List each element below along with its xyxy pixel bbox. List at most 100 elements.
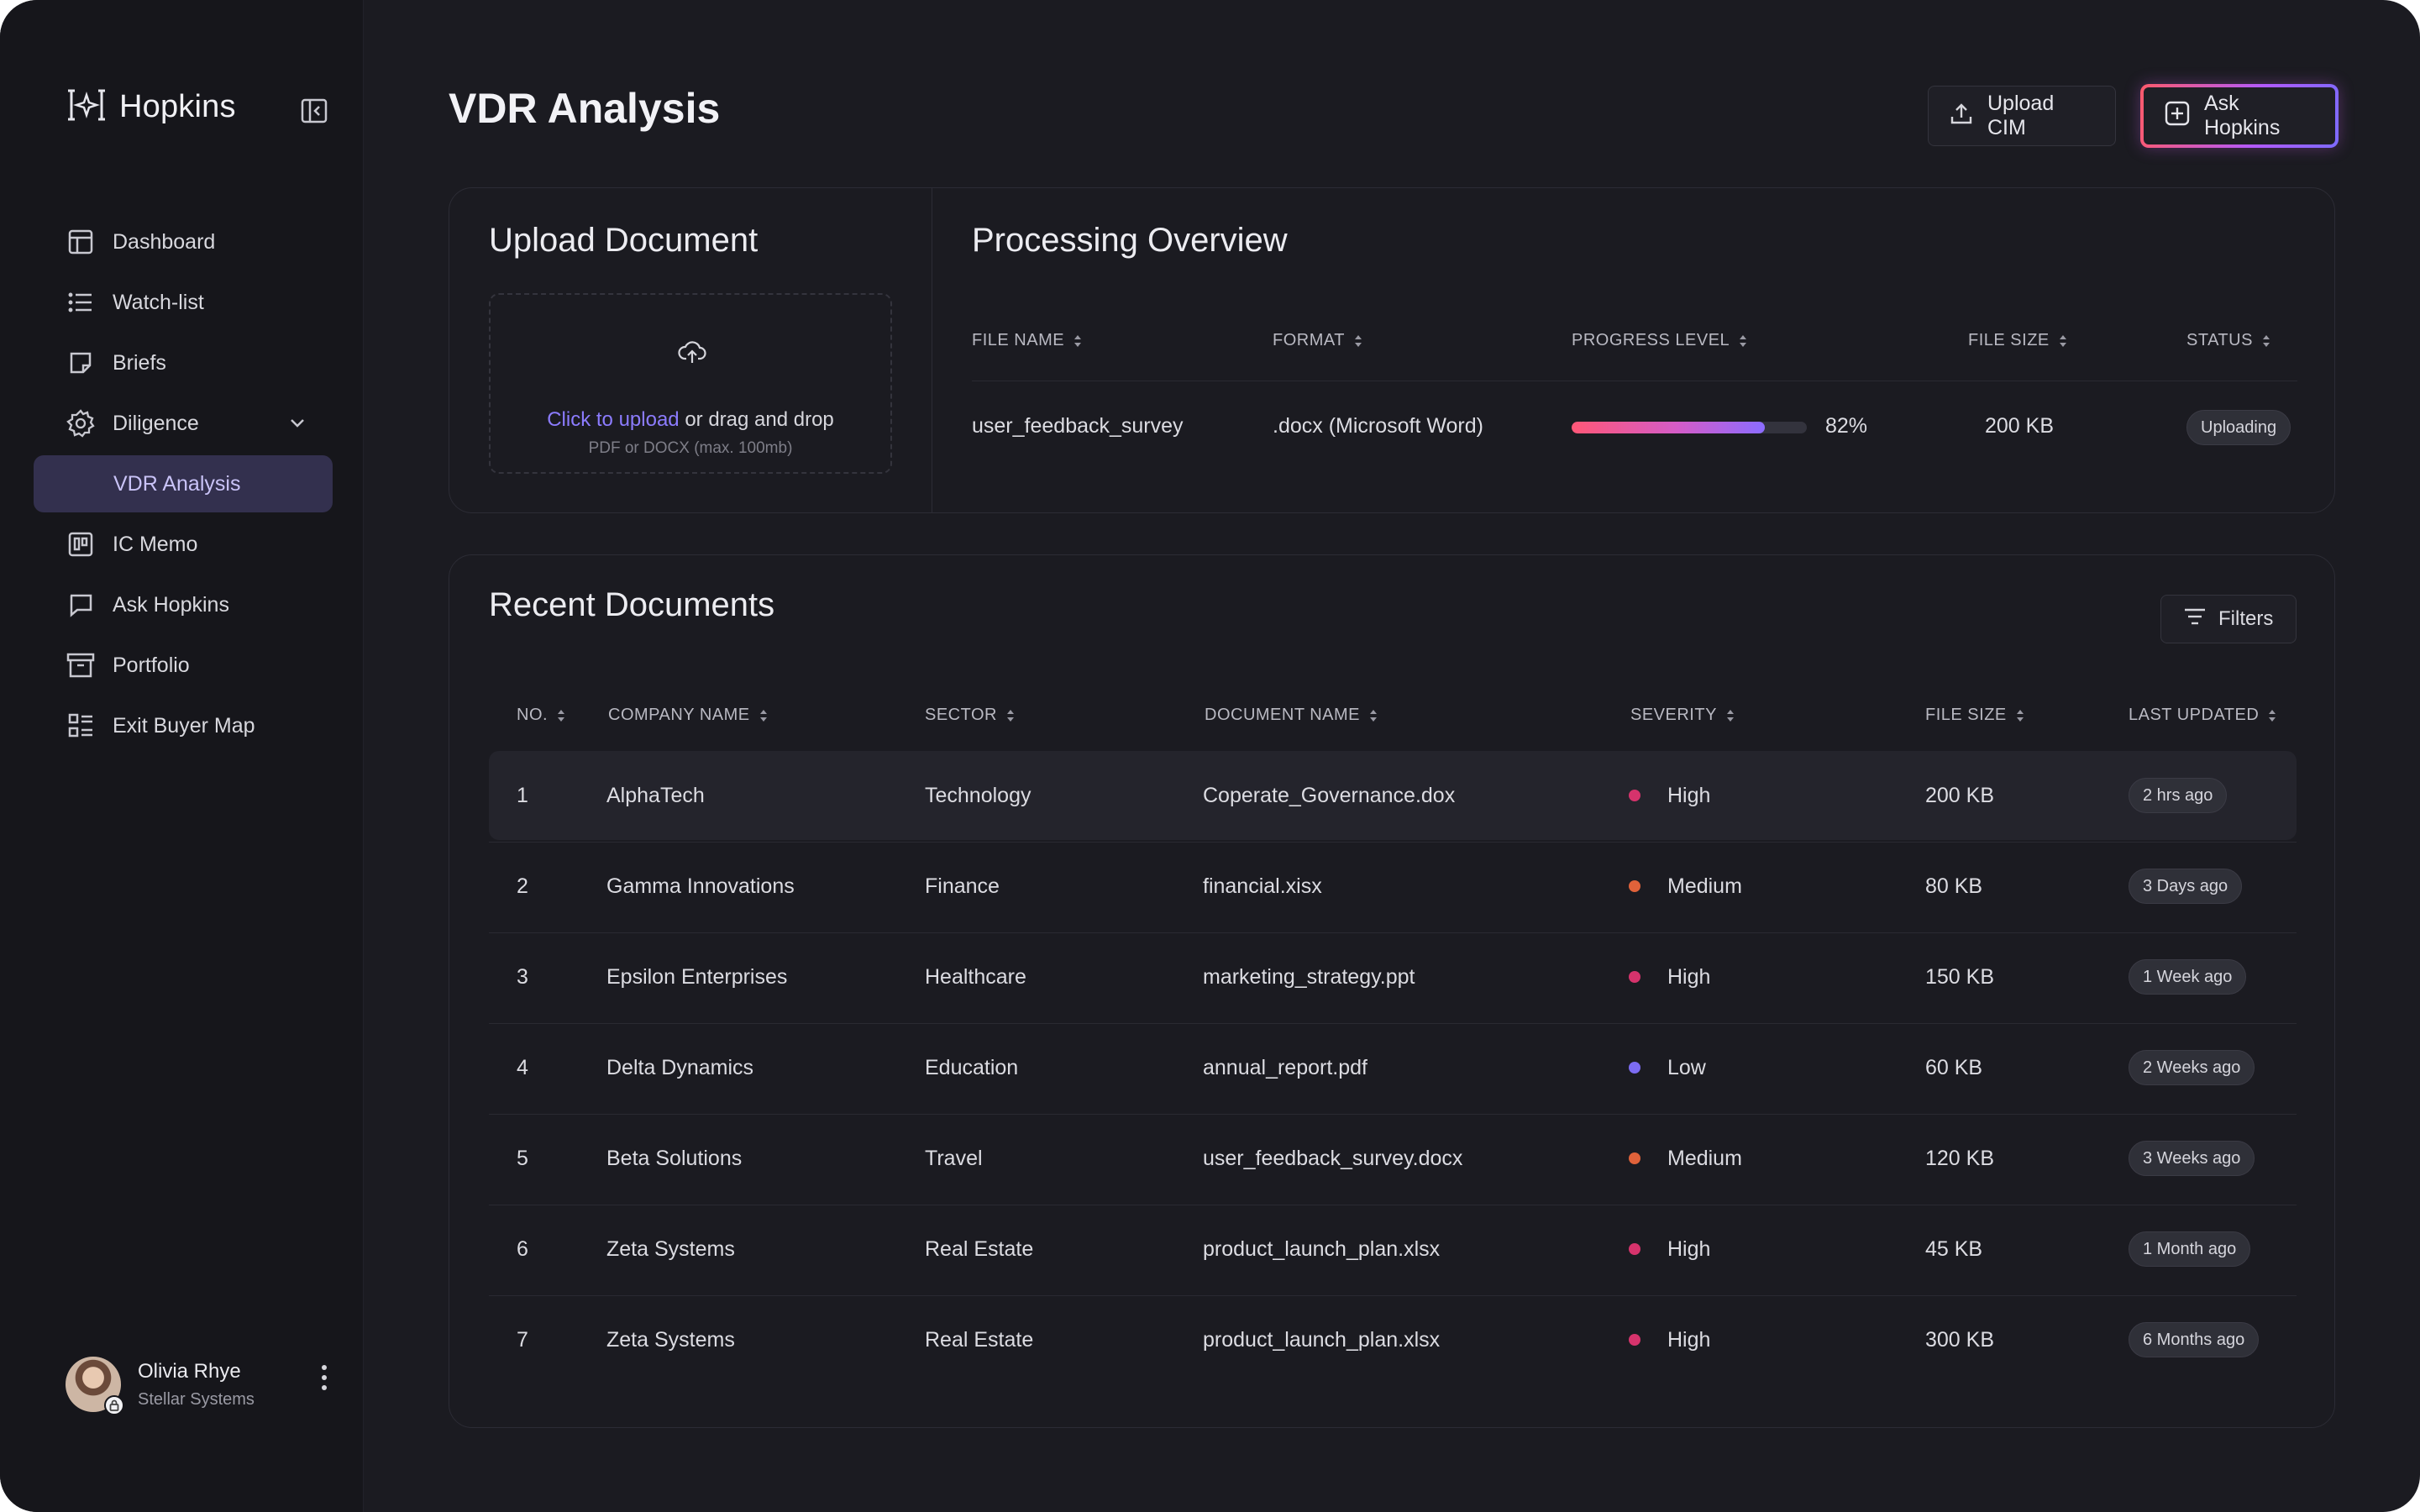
- user-profile[interactable]: Olivia Rhye Stellar Systems: [66, 1356, 334, 1415]
- col-company-name[interactable]: COMPANY NAME: [608, 706, 769, 725]
- sort-icon: [1738, 333, 1748, 349]
- sidebar-item-briefs[interactable]: Briefs: [34, 334, 333, 391]
- sort-icon: [2058, 333, 2068, 349]
- severity-dot: [1629, 1243, 1640, 1255]
- col-label: SECTOR: [925, 706, 997, 724]
- cell-no: 1: [517, 784, 528, 807]
- upload-hint: PDF or DOCX (max. 100mb): [588, 439, 793, 457]
- sidebar-item-diligence[interactable]: Diligence: [34, 395, 333, 452]
- cell-size: 300 KB: [1925, 1328, 1995, 1352]
- progress-percent: 82%: [1825, 414, 1868, 438]
- progress-bar: [1572, 422, 1807, 433]
- upload-cim-button[interactable]: Upload CIM: [1928, 86, 2116, 146]
- col-format[interactable]: FORMAT: [1273, 331, 1363, 350]
- processing-file-size: 200 KB: [1985, 414, 2055, 438]
- row-divider: [489, 1023, 2297, 1024]
- col-file-size[interactable]: FILE SIZE: [1968, 331, 2068, 350]
- brand[interactable]: Hopkins: [67, 87, 236, 127]
- cell-company: AlphaTech: [606, 784, 705, 807]
- cell-company: Delta Dynamics: [606, 1056, 754, 1079]
- processing-format: .docx (Microsoft Word): [1273, 414, 1483, 438]
- sidebar-item-watch-list[interactable]: Watch-list: [34, 274, 333, 331]
- sidebar-item-ic-memo[interactable]: IC Memo: [34, 516, 333, 573]
- cell-sector: Healthcare: [925, 965, 1026, 989]
- severity-dot: [1629, 880, 1640, 892]
- severity-dot: [1629, 1062, 1640, 1074]
- sort-icon: [1353, 333, 1363, 349]
- processing-title: Processing Overview: [972, 222, 1288, 259]
- upload-title: Upload Document: [489, 222, 759, 259]
- cell-company: Zeta Systems: [606, 1328, 735, 1352]
- click-to-upload-link[interactable]: Click to upload: [547, 408, 680, 431]
- note-icon: [66, 348, 96, 378]
- col-progress-level[interactable]: PROGRESS LEVEL: [1572, 331, 1748, 350]
- sidebar-item-dashboard[interactable]: Dashboard: [34, 213, 333, 270]
- cell-size: 80 KB: [1925, 874, 1983, 898]
- sidebar-item-exit-buyer-map[interactable]: Exit Buyer Map: [34, 697, 333, 754]
- cell-severity: High: [1667, 1328, 1711, 1352]
- cell-sector: Education: [925, 1056, 1019, 1079]
- cell-severity: Medium: [1667, 874, 1742, 898]
- sidebar-item-label: Exit Buyer Map: [113, 713, 255, 738]
- cell-no: 6: [517, 1237, 528, 1261]
- sidebar-item-portfolio[interactable]: Portfolio: [34, 637, 333, 694]
- col-no[interactable]: NO.: [517, 706, 566, 725]
- collapse-sidebar-icon[interactable]: [299, 96, 329, 126]
- filter-icon: [2183, 607, 2207, 632]
- sort-icon: [1005, 708, 1016, 723]
- col-label: SEVERITY: [1630, 706, 1717, 724]
- sort-icon: [2267, 708, 2277, 723]
- col-last-updated[interactable]: LAST UPDATED: [2129, 706, 2277, 725]
- cell-company: Epsilon Enterprises: [606, 965, 788, 989]
- cell-severity: High: [1667, 965, 1711, 989]
- severity-dot: [1629, 1152, 1640, 1164]
- sort-icon: [2261, 333, 2271, 349]
- hopkins-logo-icon: [67, 87, 106, 127]
- avatar[interactable]: [66, 1357, 124, 1415]
- user-org: Stellar Systems: [138, 1389, 255, 1409]
- cell-sector: Travel: [925, 1147, 983, 1170]
- sidebar-item-label: Watch-list: [113, 290, 204, 314]
- col-label: FORMAT: [1273, 331, 1345, 349]
- cell-company: Beta Solutions: [606, 1147, 743, 1170]
- upload-processing-card: Upload Document Click to upload or drag …: [449, 187, 2335, 513]
- sidebar-item-label: VDR Analysis: [113, 471, 241, 496]
- col-document-name[interactable]: DOCUMENT NAME: [1205, 706, 1378, 725]
- col-label: FILE SIZE: [1925, 706, 2007, 724]
- chevron-down-icon[interactable]: [286, 412, 309, 435]
- cell-no: 5: [517, 1147, 528, 1170]
- col-status[interactable]: STATUS: [2186, 331, 2271, 350]
- sidebar-item-label: Portfolio: [113, 653, 190, 677]
- cell-document: annual_report.pdf: [1203, 1056, 1367, 1079]
- sort-icon: [2015, 708, 2025, 723]
- severity-dot: [1629, 790, 1640, 801]
- cell-size: 120 KB: [1925, 1147, 1995, 1170]
- upload-dropzone[interactable]: Click to upload or drag and drop PDF or …: [489, 293, 892, 474]
- col-severity[interactable]: SEVERITY: [1630, 706, 1735, 725]
- last-updated-badge: 3 Days ago: [2129, 869, 2243, 904]
- sidebar-item-label: Ask Hopkins: [113, 592, 229, 617]
- cell-sector: Technology: [925, 784, 1032, 807]
- ask-hopkins-button[interactable]: Ask Hopkins: [2142, 86, 2337, 146]
- cell-severity: High: [1667, 784, 1711, 807]
- gear-icon: [66, 408, 96, 438]
- col-file-name[interactable]: FILE NAME: [972, 331, 1083, 350]
- sidebar-item-vdr-analysis[interactable]: VDR Analysis: [34, 455, 333, 512]
- col-file-size[interactable]: FILE SIZE: [1925, 706, 2025, 725]
- drag-drop-text: or drag and drop: [685, 408, 834, 431]
- col-sector[interactable]: SECTOR: [925, 706, 1016, 725]
- last-updated-badge: 6 Months ago: [2129, 1322, 2260, 1357]
- sidebar-item-ask-hopkins[interactable]: Ask Hopkins: [34, 576, 333, 633]
- row-divider: [489, 842, 2297, 843]
- more-vertical-icon[interactable]: [314, 1362, 334, 1396]
- sidebar-item-label: Dashboard: [113, 229, 216, 254]
- brand-name: Hopkins: [119, 89, 236, 124]
- filters-button[interactable]: Filters: [2160, 595, 2297, 643]
- cell-severity: High: [1667, 1237, 1711, 1261]
- sidebar-item-label: Diligence: [113, 411, 199, 435]
- cell-size: 150 KB: [1925, 965, 1995, 989]
- sidebar-item-label: Briefs: [113, 350, 166, 375]
- row-divider: [489, 1295, 2297, 1296]
- recent-title: Recent Documents: [489, 586, 775, 623]
- row-divider: [489, 1114, 2297, 1115]
